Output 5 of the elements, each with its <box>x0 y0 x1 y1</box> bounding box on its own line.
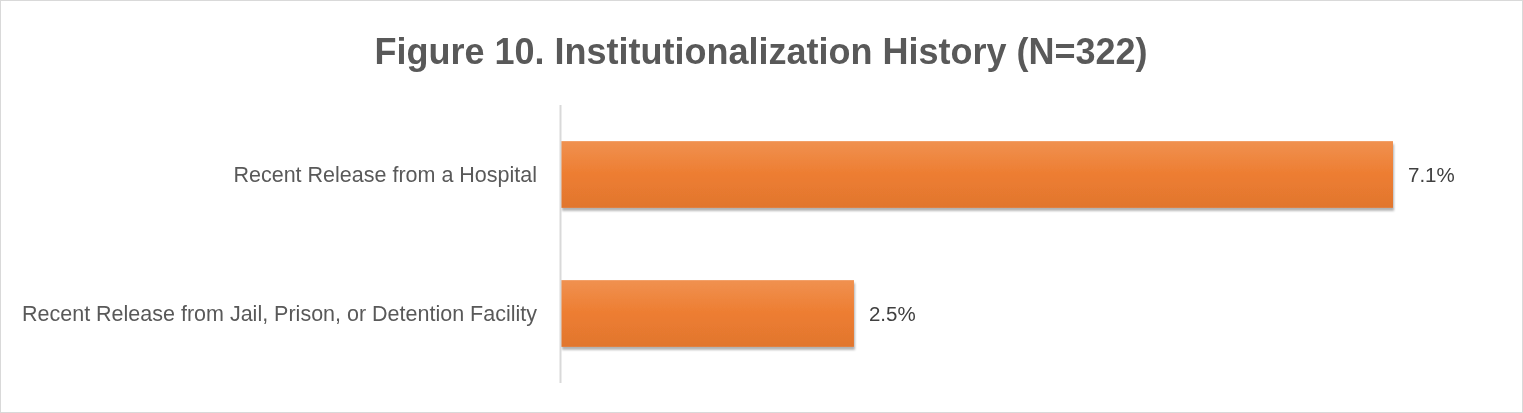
data-label: 7.1% <box>1408 162 1455 186</box>
y-tick-label: Recent Release from Jail, Prison, or Detention Facility <box>21 302 538 327</box>
chart-title: Figure 10. Institutionalization History (N=322) <box>374 31 1148 72</box>
data-label: 2.5% <box>868 301 916 325</box>
y-tick-label: Recent Release from a Hospital <box>233 163 537 188</box>
